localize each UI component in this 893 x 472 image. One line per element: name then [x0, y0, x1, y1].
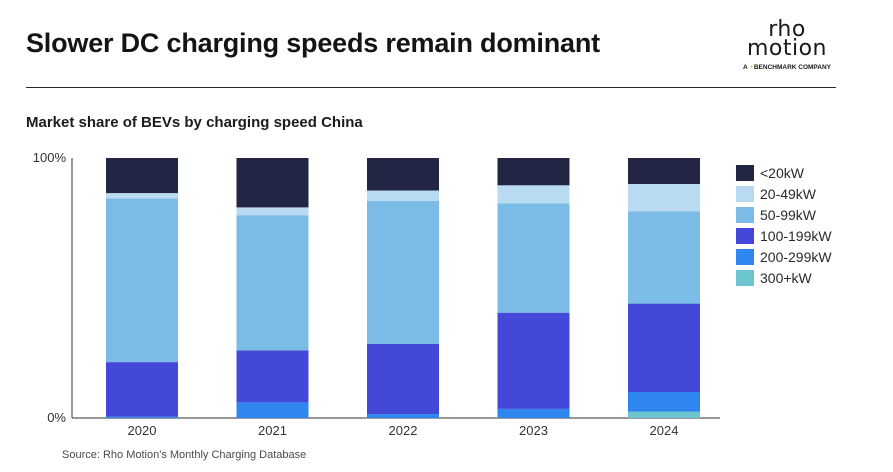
chart-legend: <20kW 20-49kW 50-99kW 100-199kW 200-299kW 300… — [736, 162, 832, 288]
bar-segment-2024-300-kw — [628, 411, 700, 418]
x-tick-label-2024: 2024 — [650, 423, 679, 438]
legend-swatch — [736, 248, 754, 265]
bar-segment-2022-50-99kw — [367, 200, 439, 344]
bar-segment-2021-100-199kw — [236, 350, 309, 403]
y-tick-label-0: 0% — [47, 410, 66, 425]
logo-tag-suffix: BENCHMARK COMPANY — [753, 64, 831, 71]
legend-swatch — [736, 227, 754, 244]
bar-segment-2021-20-49kw — [236, 207, 309, 216]
legend-item-200-299kw: 200-299kW — [736, 246, 832, 267]
bar-segment-2022-200-299kw — [367, 414, 439, 418]
bar-segment-2023-100-199kw — [497, 312, 570, 409]
bar-segment-2022-100-199kw — [367, 343, 439, 415]
legend-item-300-kw: 300+kW — [736, 267, 832, 288]
legend-swatch — [736, 206, 754, 223]
page-title: Slower DC charging speeds remain dominan… — [26, 28, 600, 58]
legend-label: 50-99kW — [760, 206, 817, 223]
logo-tag-prefix: A — [743, 64, 750, 71]
x-tick-label-2023: 2023 — [519, 423, 548, 438]
legend-label: <20kW — [760, 164, 804, 181]
bar-segment-2024-20-49kw — [628, 184, 700, 212]
x-tick-label-2020: 2020 — [128, 423, 157, 438]
bar-segment-2024-50-99kw — [628, 211, 700, 304]
bar-segment-2021--20kw — [236, 158, 309, 208]
logo-tagline: A ⚡BENCHMARK COMPANY — [739, 63, 835, 71]
logo-line-rho: rho — [768, 17, 806, 42]
bar-segment-2020-200-299kw — [106, 416, 178, 418]
bar-segment-2020--20kw — [106, 158, 178, 194]
x-tick-label-2022: 2022 — [389, 423, 418, 438]
bar-segment-2024-100-199kw — [628, 303, 700, 392]
rho-motion-logo: rho motion A ⚡BENCHMARK COMPANY — [739, 17, 835, 72]
bar-segment-2023-20-49kw — [497, 185, 570, 204]
bar-segment-2023-50-99kw — [497, 203, 570, 313]
bar-segment-2023-200-299kw — [497, 408, 570, 418]
logo-line-motion: motion — [746, 36, 828, 61]
legend-label: 200-299kW — [760, 248, 832, 265]
legend-label: 100-199kW — [760, 227, 832, 244]
bar-segment-2021-200-299kw — [236, 402, 309, 418]
legend-swatch — [736, 269, 754, 286]
source-note: Source: Rho Motion's Monthly Charging Da… — [62, 449, 307, 461]
legend-swatch — [736, 164, 754, 181]
bar-segment-2020-50-99kw — [106, 198, 178, 363]
bar-segment-2024--20kw — [628, 158, 700, 184]
bar-segment-2023--20kw — [497, 158, 570, 186]
legend-item-50-99kw: 50-99kW — [736, 204, 832, 225]
x-tick-label-2021: 2021 — [258, 423, 287, 438]
legend-item-20-49kw: 20-49kW — [736, 183, 832, 204]
legend-item--20kw: <20kW — [736, 162, 832, 183]
bar-segment-2020-100-199kw — [106, 362, 178, 417]
bar-segment-2024-200-299kw — [628, 392, 700, 412]
bolt-icon: ⚡ — [749, 64, 754, 71]
legend-label: 300+kW — [760, 269, 812, 286]
y-tick-label-100: 100% — [33, 150, 67, 165]
bar-segment-2021-50-99kw — [236, 215, 309, 351]
header-divider — [26, 87, 836, 88]
chart-title: Market share of BEVs by charging speed C… — [26, 114, 363, 131]
legend-swatch — [736, 185, 754, 202]
legend-item-100-199kw: 100-199kW — [736, 225, 832, 246]
legend-label: 20-49kW — [760, 185, 817, 202]
bar-segment-2020-20-49kw — [106, 193, 178, 199]
bar-segment-2022-20-49kw — [367, 190, 439, 201]
bar-segment-2022--20kw — [367, 158, 439, 191]
